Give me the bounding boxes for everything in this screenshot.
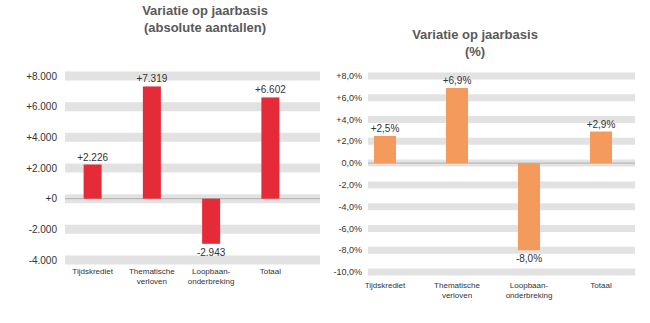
y-tick-label: -2.000 — [29, 224, 58, 235]
y-tick-label: -4,0% — [338, 202, 362, 212]
chart-subtitle: (absolute aantallen) — [144, 20, 266, 35]
chart-title: Variatie op jaarbasis — [412, 27, 538, 42]
category-label-line: Tijdskrediet — [72, 267, 113, 276]
bar — [446, 88, 468, 163]
y-tick-label: +8,0% — [336, 71, 362, 81]
grid-band — [65, 164, 320, 173]
bars — [374, 88, 612, 250]
category-label: Loopbaan-onderbreking — [188, 267, 235, 286]
bars — [84, 86, 280, 243]
category-label-line: Loopbaan- — [510, 281, 549, 290]
category-label-line: Totaal — [590, 281, 612, 290]
data-label: +2,9% — [587, 119, 616, 130]
y-tick-label: -10,0% — [333, 267, 362, 277]
y-tick-label: +2,0% — [336, 136, 362, 146]
data-label: +2.226 — [77, 152, 108, 163]
category-label-line: Totaal — [260, 267, 282, 276]
grid-band — [65, 256, 320, 265]
bar — [84, 165, 102, 199]
y-tick-label: +4.000 — [26, 132, 57, 143]
data-label: +6.602 — [255, 84, 286, 95]
grid-band — [368, 269, 635, 276]
chart-title: Variatie op jaarbasis — [142, 3, 268, 18]
data-label: +2,5% — [371, 123, 400, 134]
y-tick-label: -2,0% — [338, 180, 362, 190]
data-label: +6,9% — [443, 75, 472, 86]
y-tick-label: +6,0% — [336, 93, 362, 103]
bar — [202, 199, 220, 244]
grid-band — [368, 203, 635, 210]
category-label: Totaal — [260, 267, 282, 276]
y-tick-label: +2.000 — [26, 163, 57, 174]
category-label-line: Thematische — [434, 281, 480, 290]
chart-subtitle: (%) — [465, 44, 485, 59]
category-label-line: Loopbaan- — [192, 267, 231, 276]
category-label: Tijdskrediet — [365, 281, 406, 290]
grid-band — [65, 194, 320, 203]
category-label: Totaal — [590, 281, 612, 290]
y-tick-label: +4,0% — [336, 115, 362, 125]
grid-band — [65, 72, 320, 81]
category-label: Tijdskrediet — [72, 267, 113, 276]
bar — [374, 136, 396, 163]
y-tick-label: -8,0% — [338, 245, 362, 255]
data-label: -2.943 — [197, 247, 226, 258]
category-label-line: verloven — [442, 291, 472, 300]
y-tick-label: +8.000 — [26, 71, 57, 82]
chart-canvas: Variatie op jaarbasis (absolute aantallen… — [0, 0, 650, 323]
y-tick-label: +6.000 — [26, 101, 57, 112]
grid-band — [368, 94, 635, 101]
grid-band — [65, 102, 320, 111]
bar — [590, 132, 612, 164]
grid-band — [368, 247, 635, 254]
y-tick-label: -6,0% — [338, 224, 362, 234]
category-label: Thematischeverloven — [434, 281, 480, 300]
category-label-line: onderbreking — [188, 277, 235, 286]
category-label: Thematischeverloven — [129, 267, 175, 286]
data-label: +7.319 — [136, 73, 167, 84]
category-label-line: onderbreking — [506, 291, 553, 300]
grid-band — [65, 225, 320, 234]
bar — [261, 97, 279, 198]
data-label: -8,0% — [516, 253, 542, 264]
y-tick-label: -4.000 — [29, 255, 58, 266]
bar — [143, 86, 161, 198]
bar — [518, 163, 540, 250]
category-label-line: verloven — [137, 277, 167, 286]
category-label-line: Tijdskrediet — [365, 281, 406, 290]
zero-line — [65, 198, 320, 199]
grid-band — [368, 73, 635, 80]
y-tick-label: 0,0% — [341, 158, 362, 168]
grid-band — [65, 133, 320, 142]
grid-band — [368, 225, 635, 232]
category-label-line: Thematische — [129, 267, 175, 276]
grid-band — [368, 181, 635, 188]
y-tick-label: +0 — [46, 193, 58, 204]
category-label: Loopbaan-onderbreking — [506, 281, 553, 300]
